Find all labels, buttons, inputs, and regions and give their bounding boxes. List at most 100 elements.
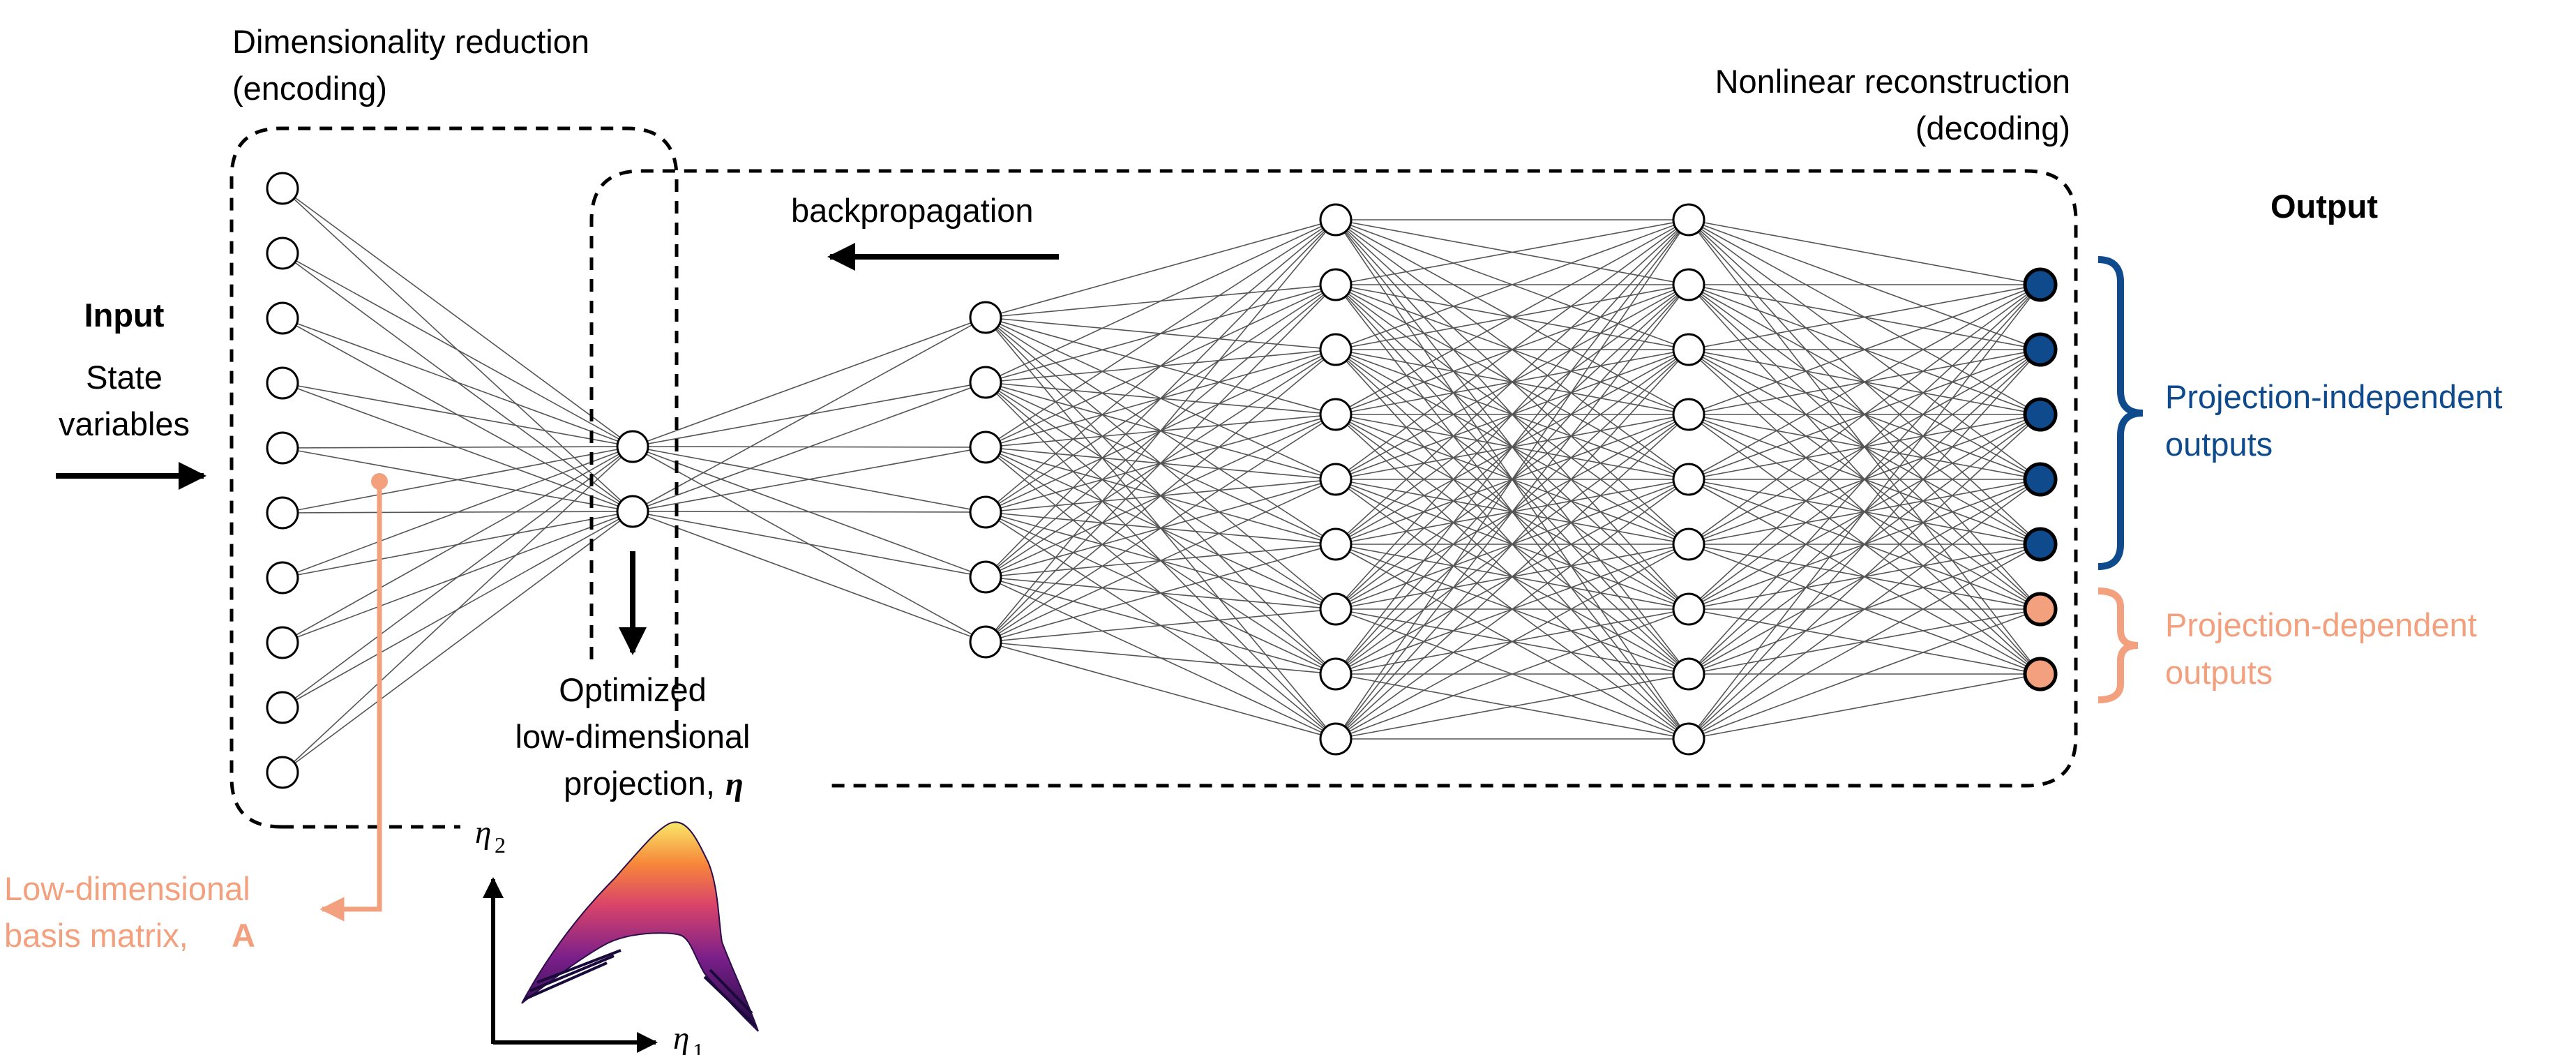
connection bbox=[282, 446, 633, 578]
connection bbox=[632, 447, 986, 512]
decoder-heading-line1: Nonlinear reconstruction bbox=[1715, 63, 2070, 100]
connection bbox=[1335, 349, 1689, 740]
connection bbox=[1688, 284, 2041, 545]
connection bbox=[282, 188, 633, 447]
eta1-axis-subscript: 1 bbox=[693, 1038, 704, 1055]
network-edges bbox=[282, 188, 2041, 773]
backpropagation-label: backpropagation bbox=[791, 192, 1034, 229]
encoder-heading-line1: Dimensionality reduction bbox=[232, 23, 589, 60]
hidden-neuron bbox=[1319, 657, 1353, 691]
eta2-axis-subscript: 2 bbox=[495, 832, 506, 858]
connection bbox=[985, 414, 1336, 643]
latent-neuron bbox=[616, 430, 649, 463]
connection bbox=[985, 219, 1336, 513]
hidden-neuron bbox=[1672, 203, 1705, 237]
connection bbox=[282, 382, 633, 447]
input-neuron bbox=[266, 172, 299, 205]
connection bbox=[985, 219, 1336, 383]
connection bbox=[632, 317, 986, 447]
hidden-neuron bbox=[1672, 268, 1705, 301]
input-neuron bbox=[266, 561, 299, 594]
eta2-axis-label: η bbox=[475, 814, 491, 851]
connection bbox=[632, 382, 986, 512]
eta1-axis-label: η bbox=[673, 1020, 689, 1055]
input-neuron bbox=[266, 496, 299, 530]
encoder-heading-line2: (encoding) bbox=[232, 70, 387, 107]
connection bbox=[632, 511, 986, 578]
connection bbox=[1335, 673, 1689, 740]
input-neuron bbox=[266, 691, 299, 724]
connection bbox=[1335, 219, 1689, 350]
network-nodes bbox=[266, 172, 2058, 789]
hidden-neuron bbox=[969, 625, 1002, 659]
connection bbox=[632, 511, 986, 513]
hidden-neuron bbox=[969, 301, 1002, 334]
connection bbox=[1335, 219, 1689, 675]
connection bbox=[1335, 219, 1689, 285]
latent-neuron bbox=[616, 495, 649, 528]
hidden-neuron bbox=[1672, 657, 1705, 691]
output-neuron-independent bbox=[2023, 527, 2058, 562]
connection bbox=[1335, 219, 1689, 545]
connection bbox=[1688, 479, 2041, 740]
input-neuron bbox=[266, 756, 299, 789]
hidden-neuron bbox=[1672, 463, 1705, 496]
connection bbox=[1335, 608, 1689, 740]
basis-pointer-line bbox=[319, 481, 382, 922]
output-title: Output bbox=[2270, 188, 2378, 225]
connection bbox=[1688, 349, 2041, 740]
decoder-heading-line2: (decoding) bbox=[1915, 110, 2070, 147]
connection bbox=[1688, 284, 2041, 415]
hidden-neuron bbox=[1319, 592, 1353, 626]
hidden-neuron bbox=[1319, 333, 1353, 366]
connection bbox=[1688, 673, 2041, 740]
connection bbox=[985, 608, 1336, 643]
connection bbox=[1335, 284, 1689, 740]
hidden-neuron bbox=[1319, 268, 1353, 301]
connection bbox=[1688, 284, 2041, 480]
hidden-neuron bbox=[1319, 463, 1353, 496]
connection bbox=[632, 511, 986, 643]
connection bbox=[1688, 284, 2041, 350]
connection bbox=[282, 446, 633, 773]
input-neuron bbox=[266, 237, 299, 270]
connection bbox=[985, 219, 1336, 643]
projection-eta-symbol: η bbox=[725, 766, 744, 802]
connection bbox=[1335, 544, 1689, 740]
projection-plot: η 2 η 1 bbox=[475, 814, 759, 1055]
connection bbox=[282, 446, 633, 514]
connection bbox=[985, 284, 1336, 643]
input-neuron bbox=[266, 431, 299, 465]
connection bbox=[985, 479, 1336, 643]
connection bbox=[985, 219, 1336, 318]
input-neuron bbox=[266, 366, 299, 400]
hidden-neuron bbox=[1672, 528, 1705, 561]
connection bbox=[632, 317, 986, 512]
hidden-neuron bbox=[969, 560, 1002, 594]
connection bbox=[1335, 219, 1689, 740]
output-neuron-independent bbox=[2023, 397, 2058, 432]
input-neuron bbox=[266, 626, 299, 659]
input-line2: variables bbox=[59, 405, 190, 442]
hidden-neuron bbox=[1319, 722, 1353, 756]
connection bbox=[1688, 284, 2041, 740]
connection bbox=[985, 641, 1336, 675]
hidden-neuron bbox=[1319, 398, 1353, 431]
connection bbox=[1688, 219, 2041, 285]
connection bbox=[282, 317, 633, 447]
independent-label-line2: outputs bbox=[2165, 426, 2273, 463]
output-neuron-independent bbox=[2023, 332, 2058, 367]
basis-label-line2: basis matrix, bbox=[4, 917, 188, 954]
projection-label-line2: low-dimensional bbox=[515, 718, 751, 755]
independent-bracket bbox=[2097, 256, 2144, 570]
independent-label-line1: Projection-independent bbox=[2165, 378, 2502, 415]
hidden-neuron bbox=[1672, 722, 1705, 756]
projection-label-line1: Optimized bbox=[559, 671, 707, 708]
connection bbox=[282, 446, 633, 643]
connection bbox=[1688, 284, 2041, 610]
connection bbox=[282, 446, 633, 449]
connection bbox=[282, 253, 633, 447]
hidden-neuron bbox=[1672, 398, 1705, 431]
connection bbox=[282, 511, 633, 773]
